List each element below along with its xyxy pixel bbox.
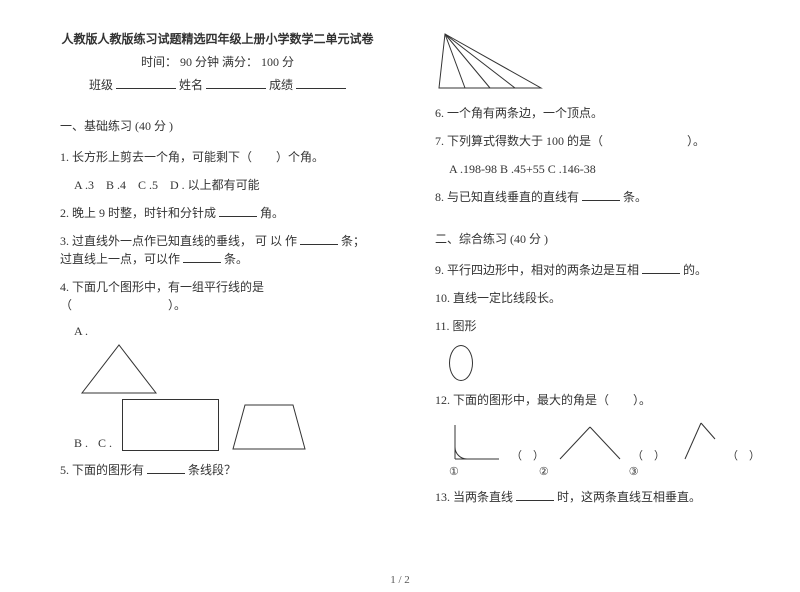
q2-text: 2. 晚上 9 时整，时针和分针成	[60, 206, 216, 220]
q3-tail: 条。	[224, 252, 248, 266]
left-column: 人教版人教版练习试题精选四年级上册小学数学二单元试卷 时间： 90 分钟 满分：…	[60, 30, 375, 516]
angle-3-icon	[671, 419, 721, 463]
name-blank	[206, 76, 266, 89]
q13-tail: 时，这两条直线互相垂直。	[557, 490, 701, 504]
q4-opt-a: A .	[74, 324, 375, 399]
q12-figures: （ ） （ ） （ ）	[449, 419, 760, 463]
section-1-title: 一、基础练习 (40 分 )	[60, 117, 375, 134]
trapezoid-shape	[229, 401, 309, 451]
q3-blank1	[300, 232, 338, 245]
angle-num-1: ①	[449, 465, 459, 478]
q2-blank	[219, 204, 257, 217]
q1-options: A .3 B .4 C .5 D . 以上都有可能	[74, 176, 375, 194]
q11-figure	[449, 345, 760, 381]
q2-tail: 角。	[260, 206, 284, 220]
question-4: 4. 下面几个图形中，有一组平行线的是 （ ）。	[60, 278, 375, 314]
question-3: 3. 过直线外一点作已知直线的垂线， 可 以 作 条；过直线上一点，可以作 条。	[60, 232, 375, 268]
multi-triangle-icon	[435, 30, 545, 90]
q12-numbers: ① ② ③	[449, 465, 760, 478]
right-column: 6. 一个角有两条边，一个顶点。 7. 下列算式得数大于 100 的是（ ）。 …	[435, 30, 760, 516]
q4-a-label: A .	[74, 324, 375, 339]
oval-shape	[449, 345, 473, 381]
paren-2: （ ）	[632, 447, 665, 463]
question-12: 12. 下面的图形中，最大的角是（ ）。	[435, 391, 760, 409]
question-5: 5. 下面的图形有 条线段？	[60, 461, 375, 479]
q4-b-label: B .	[74, 436, 88, 451]
q5-tail: 条线段？	[188, 463, 236, 477]
question-13: 13. 当两条直线 时，这两条直线互相垂直。	[435, 488, 760, 506]
angle-1-icon	[449, 419, 505, 463]
class-label: 班级	[89, 78, 113, 92]
triangle-shape	[74, 339, 164, 395]
class-blank	[116, 76, 176, 89]
q9-text: 9. 平行四边形中，相对的两条边是互相	[435, 263, 639, 277]
q4-bc-row: B . C .	[74, 399, 375, 451]
angle-2-icon	[550, 419, 626, 463]
q9-blank	[642, 261, 680, 274]
question-7: 7. 下列算式得数大于 100 的是（ ）。	[435, 132, 760, 150]
exam-subtitle: 时间： 90 分钟 满分： 100 分	[60, 53, 375, 70]
paren-1: （ ）	[511, 447, 544, 463]
q3-text: 3. 过直线外一点作已知直线的垂线， 可 以 作	[60, 234, 297, 248]
angle-num-2: ②	[539, 465, 549, 478]
question-11: 11. 图形	[435, 317, 760, 335]
rect-shape	[122, 399, 219, 451]
q8-tail: 条。	[623, 190, 647, 204]
q3-blank2	[183, 250, 221, 263]
question-9: 9. 平行四边形中，相对的两条边是互相 的。	[435, 261, 760, 279]
q8-text: 8. 与已知直线垂直的直线有	[435, 190, 579, 204]
q4-c-label: C .	[98, 436, 112, 451]
question-2: 2. 晚上 9 时整，时针和分针成 角。	[60, 204, 375, 222]
q1-text: 1. 长方形上剪去一个角，可能剩下（ ）个角。	[60, 150, 324, 164]
paren-3: （ ）	[727, 447, 760, 463]
page-footer: 1 / 2	[0, 574, 800, 586]
q4-text: 4. 下面几个图形中，有一组平行线的是 （ ）。	[60, 280, 264, 312]
question-1: 1. 长方形上剪去一个角，可能剩下（ ）个角。	[60, 148, 375, 166]
q13-blank	[516, 488, 554, 501]
exam-fields: 班级 姓名 成绩	[60, 76, 375, 93]
angle-num-3: ③	[629, 465, 639, 478]
name-label: 姓名	[179, 78, 203, 92]
q13-text: 13. 当两条直线	[435, 490, 513, 504]
q9-tail: 的。	[683, 263, 707, 277]
question-6: 6. 一个角有两条边，一个顶点。	[435, 104, 760, 122]
q5-text: 5. 下面的图形有	[60, 463, 144, 477]
q5-figure	[435, 30, 760, 94]
q5-blank	[147, 461, 185, 474]
question-8: 8. 与已知直线垂直的直线有 条。	[435, 188, 760, 206]
question-10: 10. 直线一定比线段长。	[435, 289, 760, 307]
q7-options: A .198-98 B .45+55 C .146-38	[449, 160, 760, 178]
score-blank	[296, 76, 346, 89]
exam-title: 人教版人教版练习试题精选四年级上册小学数学二单元试卷	[60, 30, 375, 47]
section-2-title: 二、综合练习 (40 分 )	[435, 230, 760, 247]
score-label: 成绩	[269, 78, 293, 92]
page: 人教版人教版练习试题精选四年级上册小学数学二单元试卷 时间： 90 分钟 满分：…	[0, 0, 800, 526]
tri-line-2	[445, 34, 490, 88]
q8-blank	[582, 188, 620, 201]
